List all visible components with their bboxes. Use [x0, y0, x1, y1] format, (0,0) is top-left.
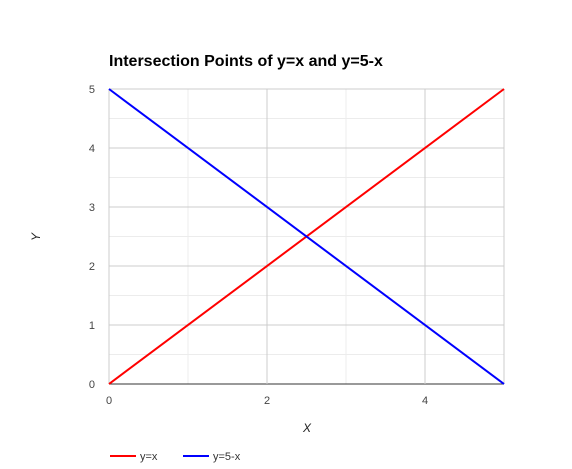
x-tick-label: 0	[106, 395, 112, 407]
y-tick-label: 4	[89, 143, 95, 155]
x-axis-title: X	[302, 421, 312, 435]
x-tick-labels: 0 2 4	[106, 395, 428, 407]
legend: y=x y=5-x	[110, 451, 241, 463]
y-tick-label: 1	[89, 320, 95, 332]
y-tick-label: 3	[89, 202, 95, 214]
series-lines	[108, 88, 505, 385]
y-tick-labels: 0 1 2 3 4 5	[89, 84, 95, 391]
major-gridlines	[108, 88, 505, 385]
y-tick-label: 5	[89, 84, 95, 96]
y-axis-title: Y	[29, 232, 43, 241]
y-tick-label: 2	[89, 261, 95, 273]
legend-label-1: y=5-x	[213, 451, 241, 463]
x-tick-label: 2	[264, 395, 270, 407]
y-tick-label: 0	[89, 379, 95, 391]
x-tick-label: 4	[422, 395, 428, 407]
series-line-1	[108, 88, 505, 385]
chart-title: Intersection Points of y=x and y=5-x	[109, 53, 383, 70]
legend-label-0: y=x	[140, 451, 158, 463]
